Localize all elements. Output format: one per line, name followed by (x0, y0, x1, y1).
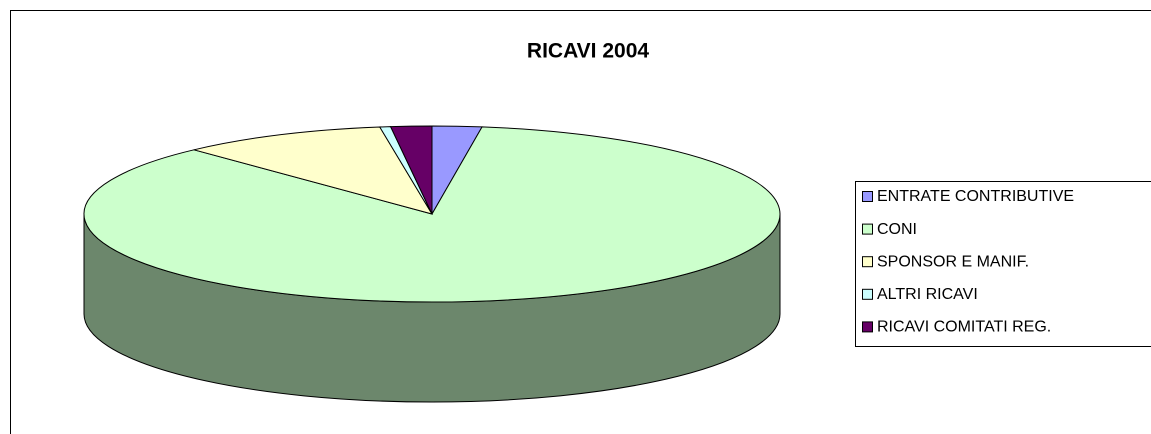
legend-box (855, 181, 1151, 347)
legend-label: SPONSOR E MANIF. (877, 253, 1029, 270)
legend-swatch (862, 288, 873, 300)
slice (389, 125, 433, 215)
legend-label: ENTRATE CONTRIBUTIVE (877, 188, 1074, 205)
legend-label: CONI (877, 221, 917, 238)
legend-swatch (862, 256, 873, 268)
legend-label: RICAVI COMITATI REG. (877, 319, 1051, 336)
chart-title: RICAVI 2004 (527, 40, 649, 63)
slice (193, 126, 434, 215)
legend-swatch (862, 191, 873, 202)
legend-swatch (862, 223, 873, 235)
legend-label: ALTRI RICAVI (877, 286, 978, 303)
legend-swatch (862, 321, 873, 333)
